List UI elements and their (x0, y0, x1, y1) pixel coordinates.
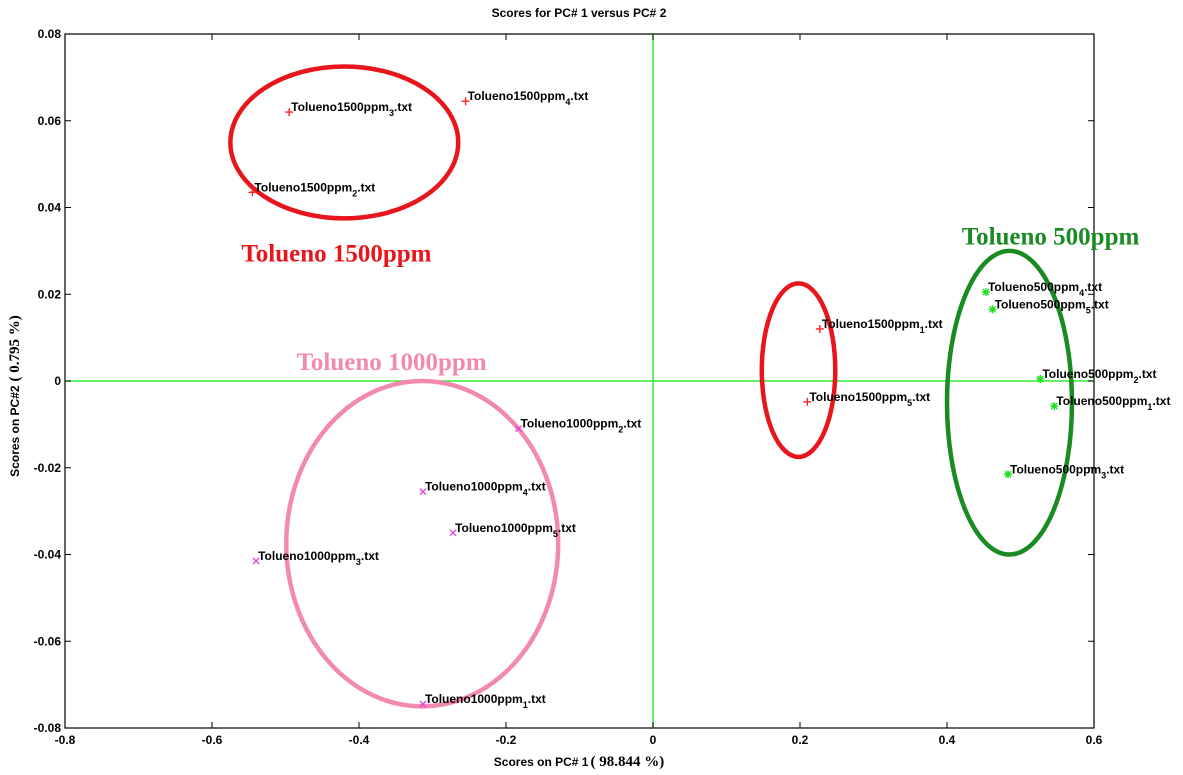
data-point: Tolueno1000ppm4.txt (419, 480, 546, 498)
y-tick-label: 0.08 (38, 27, 62, 41)
point-label: Tolueno1000ppm4.txt (425, 480, 546, 498)
y-tick-label: 0.04 (38, 201, 62, 215)
point-label: Tolueno1500ppm2.txt (254, 180, 375, 198)
group-label: Tolueno 500ppm (962, 223, 1140, 250)
x-marker (252, 557, 260, 565)
point-label: Tolueno500ppm5.txt (995, 297, 1109, 315)
plot-area: -0.8 -0.6 -0.4 -0.2 0 0.2 0.4 0.6 -0.08 -0.06 -0.0… (34, 27, 1171, 747)
data-point: Tolueno1000ppm3.txt (252, 549, 379, 567)
x-marker (515, 425, 522, 433)
x-tick-label: -0.8 (55, 733, 76, 747)
point-label: Tolueno1000ppm1.txt (425, 692, 546, 710)
y-tick-label: 0.02 (38, 287, 62, 301)
x-tick-label: -0.4 (349, 733, 370, 747)
x-marker (419, 488, 427, 496)
data-point: Tolueno500ppm5.txt (988, 297, 1109, 315)
x-axis-label: Scores on PC# 1( 98.844 %) (494, 754, 664, 770)
group-label: Tolueno 1000ppm (297, 349, 487, 376)
point-label: Tolueno500ppm1.txt (1056, 394, 1170, 412)
point-label: Tolueno1500ppm3.txt (291, 100, 412, 118)
y-tick-label: 0.06 (38, 114, 62, 128)
y-tick-label: 0 (54, 374, 61, 388)
data-point: Tolueno1500ppm2.txt (248, 180, 375, 198)
group-label: Tolueno 1500ppm (241, 241, 431, 268)
data-point: Tolueno500ppm4.txt (981, 280, 1102, 298)
group-ellipse (944, 248, 1075, 557)
x-tick-label: 0.6 (1086, 733, 1103, 747)
plus-marker (803, 397, 812, 406)
y-tick-label: -0.02 (34, 461, 62, 475)
star-marker (1036, 374, 1045, 383)
x-tick-label: -0.2 (496, 733, 517, 747)
data-point: Tolueno500ppm2.txt (1036, 367, 1156, 385)
point-label: Tolueno1000ppm3.txt (258, 549, 379, 567)
x-marker (419, 700, 427, 708)
point-label: Tolueno500ppm3.txt (1010, 462, 1124, 480)
point-label: Tolueno1500ppm5.txt (809, 390, 930, 408)
data-point: Tolueno1000ppm2.txt (515, 417, 641, 435)
x-marker (449, 529, 457, 537)
plus-marker (285, 108, 294, 117)
point-label: Tolueno1000ppm5.txt (455, 521, 576, 539)
star-marker (988, 305, 997, 314)
data-point: Tolueno1500ppm1.txt (815, 317, 943, 335)
data-point: Tolueno500ppm3.txt (1004, 462, 1124, 480)
data-point: Tolueno1500ppm3.txt (285, 100, 412, 118)
group-ellipse (228, 64, 461, 221)
star-marker (1004, 470, 1013, 479)
group-ellipse (283, 378, 561, 709)
y-tick-label: -0.04 (34, 548, 62, 562)
y-tick-label: -0.06 (34, 634, 62, 648)
data-point: Tolueno1500ppm4.txt (461, 89, 589, 107)
plus-marker (248, 188, 257, 197)
y-axis-label: Scores on PC#2( 0.795 %) (7, 315, 23, 477)
data-point: Tolueno1500ppm5.txt (803, 390, 930, 408)
x-tick-label: 0.2 (792, 733, 809, 747)
x-tick-label: -0.6 (202, 733, 223, 747)
star-marker (1050, 402, 1059, 411)
point-label: Tolueno1500ppm4.txt (468, 89, 589, 107)
plus-marker (461, 97, 470, 106)
data-point: Tolueno1000ppm1.txt (419, 692, 546, 710)
plus-marker (815, 324, 824, 333)
point-label: Tolueno1500ppm1.txt (822, 317, 943, 335)
star-marker (981, 288, 990, 297)
point-label: Tolueno500ppm4.txt (988, 280, 1102, 298)
point-label: Tolueno1000ppm2.txt (520, 417, 641, 435)
y-tick-label: -0.08 (34, 721, 62, 735)
data-point: Tolueno1000ppm5.txt (449, 521, 576, 539)
x-tick-label: 0.4 (939, 733, 956, 747)
chart-title: Scores for PC# 1 versus PC# 2 (492, 6, 667, 20)
point-label: Tolueno500ppm2.txt (1042, 367, 1156, 385)
data-point: Tolueno500ppm1.txt (1050, 394, 1170, 412)
x-tick-label: 0 (650, 733, 657, 747)
group-ellipse (759, 281, 838, 460)
